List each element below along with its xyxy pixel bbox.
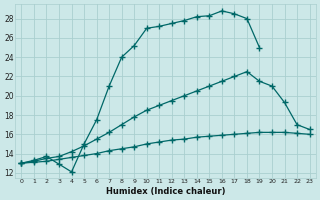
X-axis label: Humidex (Indice chaleur): Humidex (Indice chaleur) — [106, 187, 225, 196]
